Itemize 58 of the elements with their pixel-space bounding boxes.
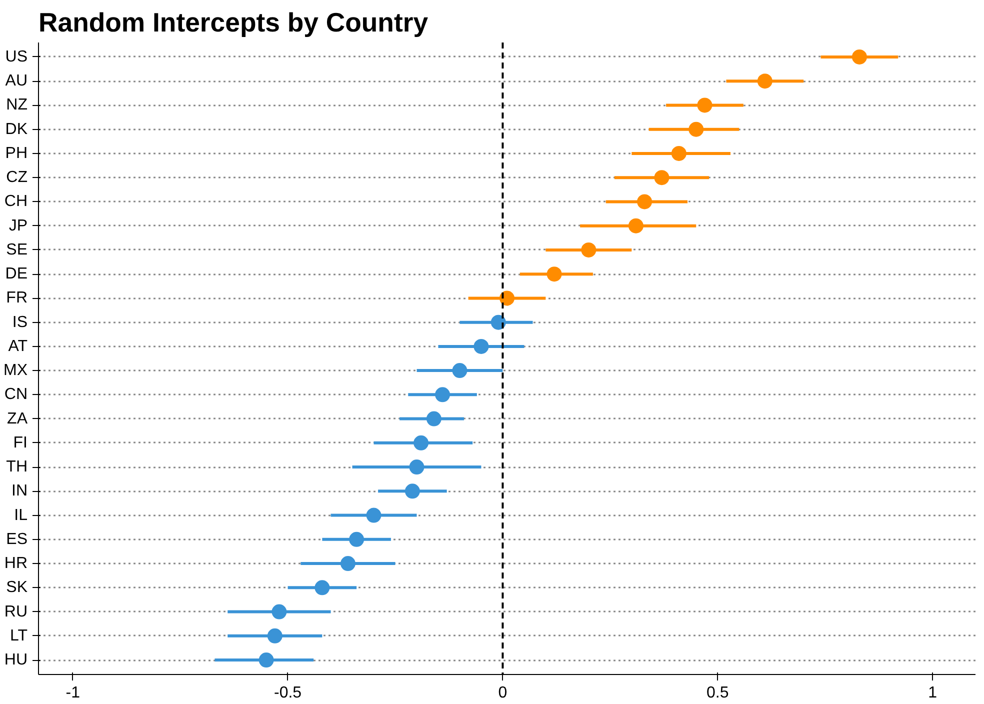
point	[272, 604, 287, 620]
y-tick-label: AT	[8, 338, 28, 355]
point	[452, 363, 468, 378]
x-tick-label: 1	[928, 684, 938, 702]
y-tick-label: IS	[12, 314, 28, 331]
y-tick-label: IL	[14, 506, 28, 524]
y-tick-label: RU	[4, 603, 28, 620]
point	[500, 290, 514, 306]
point	[426, 411, 442, 426]
point	[258, 652, 274, 668]
y-tick-label: HU	[4, 652, 28, 669]
y-tick-label: ES	[6, 530, 28, 548]
y-tick-label: SE	[6, 241, 28, 258]
point	[697, 98, 712, 113]
x-tick-label: -0.5	[274, 684, 302, 702]
point	[581, 242, 596, 258]
y-tick-label: MX	[4, 362, 28, 380]
point	[671, 146, 686, 161]
y-tick-label: DK	[5, 120, 28, 138]
y-tick-label: SK	[6, 579, 28, 596]
x-tick-label: 0.5	[706, 684, 729, 702]
y-tick-label: CH	[4, 193, 28, 210]
point	[654, 170, 670, 186]
y-tick-label: FR	[6, 290, 28, 307]
y-tick-label: CZ	[6, 169, 28, 186]
point	[757, 74, 772, 89]
x-tick-label: 0	[498, 684, 508, 702]
point	[267, 628, 282, 644]
point	[546, 266, 562, 282]
y-tick-label: NZ	[6, 96, 28, 114]
point	[474, 338, 489, 354]
y-tick-label: LT	[10, 627, 28, 644]
point	[314, 580, 330, 596]
y-tick-label: US	[5, 48, 28, 66]
point	[688, 122, 704, 137]
y-tick-label: DE	[5, 266, 28, 283]
point	[340, 556, 356, 572]
point	[852, 49, 867, 64]
point	[366, 508, 382, 523]
y-tick-label: ZA	[7, 410, 28, 428]
point	[637, 194, 652, 210]
point	[349, 532, 364, 547]
y-tick-label: IN	[12, 482, 28, 500]
y-tick-label: AU	[5, 72, 28, 90]
chart-title: Random Intercepts by Country	[38, 8, 428, 38]
point	[404, 484, 420, 499]
y-tick-label: CN	[4, 386, 28, 404]
point	[409, 460, 424, 475]
y-tick-label: FI	[13, 434, 28, 452]
y-tick-label: TH	[6, 458, 28, 476]
y-tick-label: PH	[5, 144, 28, 162]
y-tick-label: JP	[8, 217, 28, 234]
point	[628, 218, 644, 234]
y-tick-label: HR	[4, 555, 28, 572]
point	[435, 387, 450, 402]
point	[414, 435, 429, 450]
point	[490, 314, 506, 330]
x-tick-label: -1	[66, 684, 80, 702]
